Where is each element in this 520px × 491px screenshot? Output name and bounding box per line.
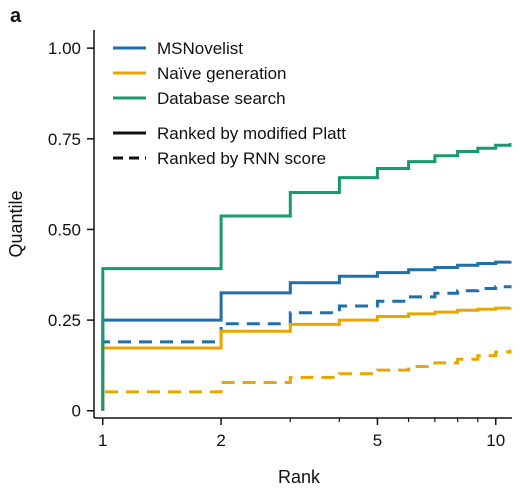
series-layer	[101, 143, 512, 411]
y-tick-label: 0.50	[48, 220, 81, 239]
x-tick-label: 5	[373, 431, 382, 450]
x-tick-label: 10	[486, 431, 505, 450]
series-line-database-searchplatt	[101, 143, 512, 411]
x-tick-label: 1	[98, 431, 107, 450]
series-line-msnovelistplatt	[101, 260, 512, 411]
panel-label: a	[10, 5, 22, 27]
legend-label: Naïve generation	[157, 64, 286, 83]
y-tick-label: 0.25	[48, 311, 81, 330]
y-tick-label: 0.75	[48, 130, 81, 149]
legend: MSNovelist Naïve generation Database searc…	[113, 39, 346, 168]
legend-label: MSNovelist	[157, 39, 243, 58]
series-line-na-ve-generationrnn	[101, 349, 512, 411]
legend-label: Database search	[157, 89, 286, 108]
axes-layer: 0 0.25 0.50 0.75 1.00 1 2 5 10	[48, 30, 512, 450]
y-axis-label: Quantile	[6, 190, 26, 257]
series-line-na-ve-generationplatt	[101, 306, 512, 411]
x-tick-label: 2	[216, 431, 225, 450]
series-line-msnovelistrnn	[101, 285, 512, 411]
x-axis-label: Rank	[278, 467, 321, 487]
y-tick-label: 0	[72, 402, 81, 421]
y-tick-label: 1.00	[48, 39, 81, 58]
legend-label: Ranked by modified Platt	[157, 124, 346, 143]
legend-label: Ranked by RNN score	[157, 149, 326, 168]
